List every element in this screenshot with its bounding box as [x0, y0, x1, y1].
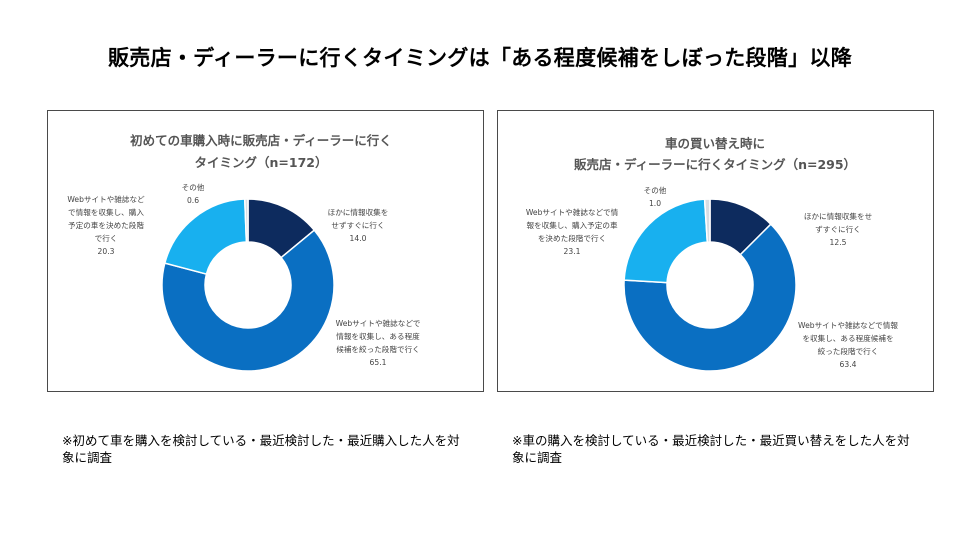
donut-chart-first-purchase: 初めての車購入時に販売店・ディーラーに行くタイミング（n=172） ほかに情報収集…	[67, 133, 421, 372]
slice-data-label-line: Webサイトや雑誌など	[67, 194, 145, 204]
slice-data-label: ほかに情報収集をせずすぐに行く 14.0	[328, 207, 389, 243]
slice-data-label-line: 63.4	[840, 360, 857, 369]
slice-data-label: Webサイトや雑誌などで情報を収集し、ある程度候補を絞った段階で行く 63.4	[798, 320, 898, 369]
slice-data-label-line: 14.0	[350, 234, 367, 243]
slice-data-label-line: その他	[644, 185, 667, 195]
chart-panel-first-purchase: 初めての車購入時に販売店・ディーラーに行く タイミング（n=172） ほかに情報収集…	[47, 110, 484, 392]
slice-data-label-line: その他	[182, 182, 205, 192]
slice-data-label-line: ずすぐに行く	[815, 224, 861, 234]
slice-data-label-line: で行く	[95, 233, 118, 243]
slice-data-label-line: 候補を絞った段階で行く	[336, 344, 420, 354]
slice-data-label-line: 65.1	[370, 358, 387, 367]
slice-data-label-line: ほかに情報収集を	[328, 207, 389, 217]
slice-data-label-line: Webサイトや雑誌などで	[336, 318, 421, 328]
slice-data-label-line: で情報を収集し、購入	[68, 207, 144, 217]
slice-data-label-line: を収集し、ある程度候補を	[802, 333, 893, 343]
slice-data-label-line: Webサイトや雑誌などで情報	[798, 320, 898, 330]
slice-data-label-line: Webサイトや雑誌などで情	[526, 207, 619, 217]
slice-data-label-line: を決めた段階で行く	[538, 233, 606, 243]
chart-title-line: 販売店・ディーラーに行くタイミング（n=295）	[574, 157, 856, 172]
donut-slice	[163, 198, 248, 275]
slice-data-label-line: 情報を収集し、ある程度	[336, 331, 420, 341]
slice-data-label-line: 0.6	[187, 196, 199, 205]
slice-data-label-line: 絞った段階で行く	[818, 346, 879, 356]
slice-data-label-line: 1.0	[649, 199, 661, 208]
donut-slice	[703, 198, 711, 243]
slice-data-label: Webサイトや雑誌などで情報を収集し、ある程度候補を絞った段階で行く 65.1	[336, 318, 421, 367]
slice-data-label-line: 23.1	[564, 247, 581, 256]
slice-data-label-line: 報を収集し、購入予定の車	[526, 220, 618, 230]
slice-data-label-line: せずすぐに行く	[331, 220, 384, 230]
donut-slice	[161, 229, 335, 372]
slice-data-label-line: ほかに情報収集をせ	[804, 211, 872, 221]
donut-slice	[623, 223, 797, 372]
chart-title-line: 車の買い替え時に	[665, 136, 765, 151]
slice-data-label-line: 予定の車を決めた段階	[68, 220, 144, 230]
donut-slice	[623, 198, 709, 284]
chart-title-line: 初めての車購入時に販売店・ディーラーに行く	[130, 133, 392, 148]
chart-title-line: タイミング（n=172）	[195, 155, 328, 170]
donut-slice	[243, 198, 249, 243]
chart-panel-replacement: 車の買い替え時に販売店・ディーラーに行くタイミング（n=295） ほかに情報収集を…	[497, 110, 934, 392]
slice-data-label: その他 1.0	[644, 185, 667, 208]
slice-data-label: Webサイトや雑誌などで情報を収集し、購入予定の車を決めた段階で行く 20.3	[67, 194, 145, 256]
slice-data-label: その他 0.6	[182, 182, 205, 205]
slice-data-label: Webサイトや雑誌などで情報を収集し、購入予定の車を決めた段階で行く 23.1	[526, 207, 619, 256]
slice-data-label-line: 12.5	[830, 238, 847, 247]
survey-note-replacement: ※車の購入を検討している・最近検討した・最近買い替えをした人を対象に調査	[512, 433, 910, 465]
page-title: 販売店・ディーラーに行くタイミングは「ある程度候補をしぼった段階」以降	[107, 46, 853, 70]
survey-note-first-purchase: ※初めて車を購入を検討している・最近検討した・最近購入した人を対象に調査	[62, 433, 460, 465]
slice-data-label-line: 20.3	[98, 247, 115, 256]
slice-data-label: ほかに情報収集をせずすぐに行く 12.5	[804, 211, 872, 247]
